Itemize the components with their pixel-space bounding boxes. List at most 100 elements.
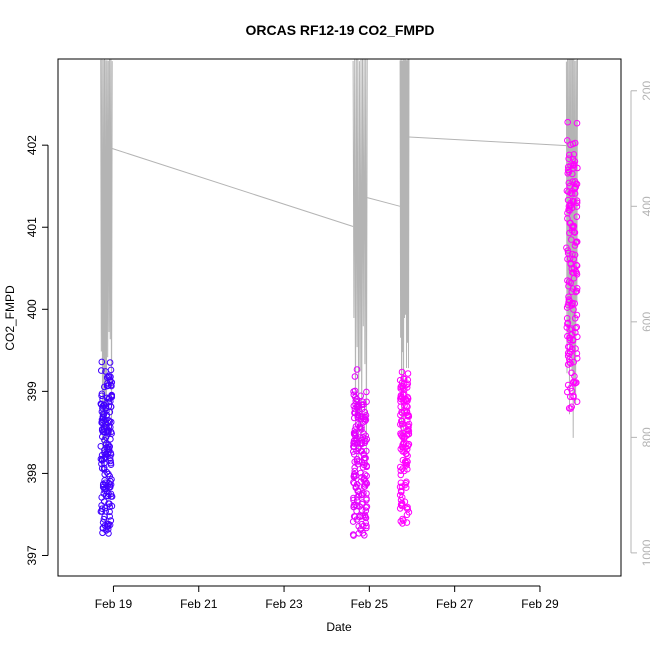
data-point [572,239,580,246]
data-point [357,469,364,477]
data-point [106,500,113,508]
data-point [565,278,573,286]
data-point [564,137,571,144]
data-point [102,368,109,375]
data-point [100,490,108,497]
data-point [404,376,412,384]
data-point [397,467,405,475]
data-point [573,119,581,127]
y-axis: 397 398 399 400 401 402 [25,135,49,565]
data-point [357,448,365,455]
data-point [571,251,579,259]
data-point [361,483,369,490]
data-point [99,519,107,526]
data-point [101,383,108,391]
flight-segment-1 [97,358,116,537]
data-point [569,170,576,178]
data-point [563,315,571,322]
data-point [573,199,581,207]
data-point [353,497,361,504]
data-point [362,478,369,485]
data-point [99,402,106,410]
data-point [354,402,361,410]
data-point [350,503,358,511]
right-axis: 200 400 600 800 1000 [630,80,650,566]
data-point [356,423,364,430]
data-point [567,162,574,169]
data-point [350,442,358,450]
data-point [565,282,572,290]
data-point [570,358,578,366]
plot-frame [57,58,622,577]
data-point [104,522,112,530]
data-point [98,367,105,374]
x-axis-label: Date [326,620,352,634]
data-point [101,436,108,444]
data-point [572,324,579,332]
data-point [403,458,411,465]
data-point [404,393,412,401]
data-point [568,387,576,395]
data-point [361,415,369,423]
data-point [107,451,115,458]
data-point [106,443,113,450]
data-point [98,502,105,509]
data-points [97,118,581,539]
data-point [396,483,404,491]
data-point [564,361,572,368]
data-point [401,408,408,415]
data-point [569,269,576,276]
data-point [573,355,581,362]
data-point [105,530,112,537]
right-tick-label: 600 [640,312,650,332]
data-point [404,370,412,377]
pressure-transit-2 [367,197,401,207]
data-point [104,382,111,390]
data-point [107,423,114,431]
data-point [397,471,405,479]
data-point [361,408,369,416]
data-point [103,427,110,435]
data-point [98,358,106,366]
data-point [564,255,571,263]
data-point [102,454,109,461]
data-point [568,236,575,243]
data-point [350,480,358,487]
data-point [102,479,109,487]
data-point [405,413,413,420]
data-point [570,198,578,205]
flight-segment-2 [349,366,371,539]
data-point [564,247,572,254]
data-point [106,521,114,529]
data-point [360,476,368,484]
data-point [400,375,408,383]
data-point [566,203,574,210]
x-tick-label: Feb 23 [265,597,303,611]
data-point [363,436,371,443]
data-point [567,219,574,227]
data-point [567,393,574,401]
data-point [568,369,575,377]
pressure-transit-3 [408,136,567,147]
data-point [397,385,405,392]
data-point [352,394,359,401]
data-point [565,155,573,162]
data-point [570,274,578,282]
data-point [107,517,115,524]
data-point [566,255,574,262]
data-point [102,404,110,411]
data-point [107,381,115,389]
data-point [403,450,410,458]
right-tick-label: 800 [640,427,650,447]
data-point [403,461,411,469]
data-point [363,524,370,532]
data-point [397,411,404,419]
data-point [565,179,573,187]
x-tick-label: Feb 27 [436,597,474,611]
y-tick-label: 401 [25,217,39,237]
data-point [354,439,362,447]
data-point [351,426,359,434]
data-point [350,388,357,395]
data-point [363,503,371,511]
